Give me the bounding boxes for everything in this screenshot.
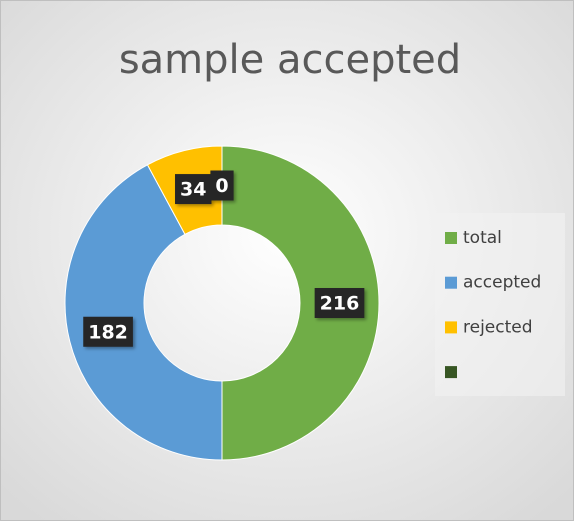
data-label: 34	[175, 174, 212, 205]
data-label: 182	[83, 316, 133, 347]
donut-slice	[64, 164, 223, 461]
legend-swatch	[445, 321, 457, 334]
legend-swatch	[445, 276, 457, 289]
legend-label: accepted	[463, 273, 541, 293]
legend-swatch	[445, 232, 457, 244]
data-label-box	[175, 174, 212, 205]
legend-label: total	[463, 228, 502, 248]
data-label-text: 34	[180, 179, 206, 201]
chart-title: sample accepted	[119, 37, 461, 83]
data-label-box	[83, 316, 133, 347]
data-label-text: 182	[88, 321, 128, 343]
legend-swatch	[445, 366, 457, 379]
data-label-text: 0	[215, 175, 228, 197]
donut-slice	[221, 145, 380, 461]
data-label-text: 216	[320, 293, 360, 315]
data-label-box	[210, 170, 234, 201]
legend-label: rejected	[463, 317, 533, 337]
data-label: 216	[314, 288, 365, 318]
data-label: 0	[210, 170, 234, 201]
data-label-box	[314, 288, 365, 318]
